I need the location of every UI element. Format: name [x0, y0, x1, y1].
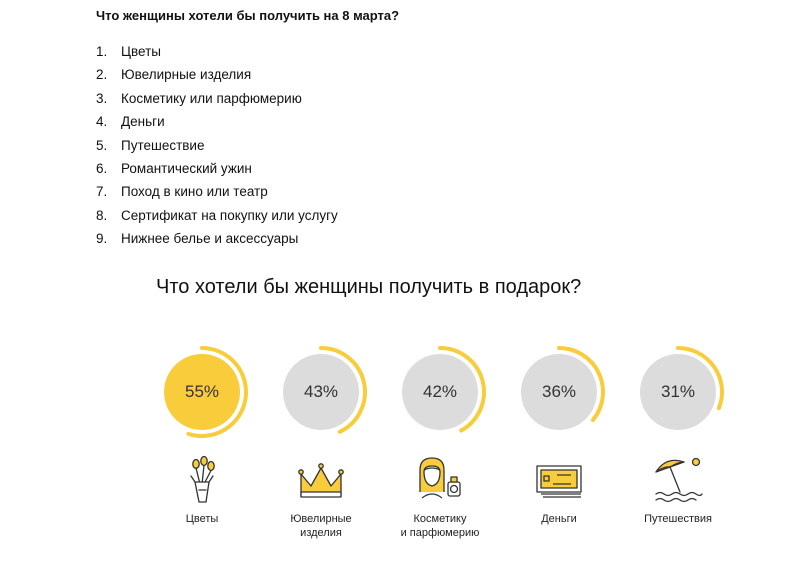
progress-arc: [438, 346, 486, 433]
woman-perfume-icon: [414, 454, 466, 506]
list-item: 9. Нижнее белье и аксессуары: [96, 227, 338, 250]
caption-line-1: Косметику: [413, 513, 467, 525]
crown-icon: [295, 454, 347, 506]
list-item-number: 1.: [96, 44, 108, 59]
caption-line-2: изделия: [300, 527, 342, 539]
percent-ring: 36%: [499, 344, 619, 440]
list-item-text: Путешествие: [121, 137, 205, 153]
page-heading: Что женщины хотели бы получить на 8 март…: [96, 8, 400, 23]
list-item-number: 5.: [96, 137, 108, 153]
percent-ring: 31%: [618, 344, 738, 440]
infographic-title: Что хотели бы женщины получить в подарок…: [156, 276, 582, 298]
list-item: 5. Путешествие: [96, 134, 338, 157]
list-item: 3. Косметику или парфюмерию: [96, 87, 338, 110]
list-item-number: 9.: [96, 231, 108, 247]
caption-line-1: Деньги: [541, 513, 577, 525]
list-item-number: 2.: [96, 67, 108, 83]
list-item-text: Деньги: [121, 114, 165, 130]
gift-list: 1. Цветы 2. Ювелирные изделия 3. Косметику …: [96, 40, 338, 251]
caption-line-1: Путешествия: [644, 513, 712, 525]
stat-caption: Путешествия: [618, 512, 738, 526]
progress-arc: [319, 346, 367, 434]
list-item-text: Нижнее белье и аксессуары: [121, 231, 299, 247]
progress-arc: [676, 346, 724, 411]
list-item-text: Косметику или парфюмерию: [121, 90, 302, 106]
caption-line-1: Цветы: [185, 513, 219, 525]
list-item: 2. Ювелирные изделия: [96, 63, 338, 86]
progress-arc: [186, 346, 248, 438]
list-item-number: 7.: [96, 184, 108, 200]
percent-circle: [521, 354, 597, 430]
list-item-text: Романтический ужин: [121, 160, 252, 176]
stat-card-travel: 31% Путешествия: [618, 344, 738, 525]
percent-circle: [640, 354, 716, 430]
list-item-text: Цветы: [121, 44, 161, 59]
caption-line-2: и парфюмерию: [400, 527, 480, 539]
banknotes-icon: [533, 454, 585, 506]
stat-card-cosmetics: 42% Косметику и парфюмерию: [380, 344, 500, 539]
caption-line-1: Ювелирные: [290, 513, 352, 525]
percent-circle: [164, 354, 240, 430]
stat-caption: Косметику и парфюмерию: [380, 512, 500, 540]
percent-ring: 43%: [261, 344, 381, 440]
flowers-bouquet-icon: [176, 454, 228, 506]
stat-caption: Ювелирные изделия: [261, 512, 381, 540]
beach-umbrella-icon: [652, 454, 704, 506]
percent-ring: 42%: [380, 344, 500, 440]
stat-card-flowers: 55% Цветы: [142, 344, 262, 525]
list-item-text: Сертификат на покупку или услугу: [121, 207, 338, 223]
percent-circle: [402, 354, 478, 430]
list-item-number: 4.: [96, 114, 108, 130]
list-item-number: 8.: [96, 207, 108, 223]
list-item-text: Поход в кино или театр: [121, 184, 268, 200]
stat-caption: Деньги: [499, 512, 619, 526]
list-item: 4. Деньги: [96, 110, 338, 133]
list-item: 6. Романтический ужин: [96, 157, 338, 180]
percent-ring: 55%: [142, 344, 262, 440]
list-item-number: 3.: [96, 90, 108, 106]
list-item-number: 6.: [96, 160, 108, 176]
stat-card-jewelry: 43% Ювелирные изделия: [261, 344, 381, 539]
list-item: 8. Сертификат на покупку или услугу: [96, 204, 338, 227]
progress-arc: [557, 346, 605, 423]
list-item-text: Ювелирные изделия: [121, 67, 252, 83]
stat-card-money: 36% Деньги: [499, 344, 619, 525]
list-item: 1. Цветы: [96, 40, 338, 63]
list-item: 7. Поход в кино или театр: [96, 180, 338, 203]
stat-caption: Цветы: [142, 512, 262, 526]
percent-circle: [283, 354, 359, 430]
